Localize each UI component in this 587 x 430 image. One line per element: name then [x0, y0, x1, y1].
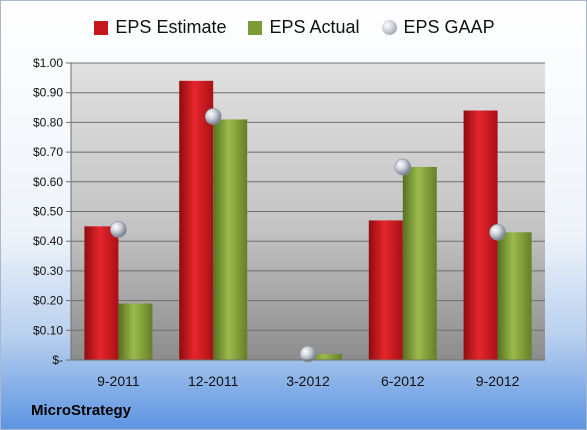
y-tick-label: $1.00	[33, 56, 63, 70]
legend-marker-gaap	[381, 20, 397, 35]
y-axis-ticks: $- $0.10 $0.20 $0.30 $0.40 $0.50 $0.60 $0.70 $0.…	[33, 56, 72, 367]
x-tick-label: 12-2011	[188, 373, 239, 389]
marker-eps-gaap	[204, 108, 222, 125]
y-tick-label: $0.20	[33, 294, 63, 308]
bar-eps-actual	[118, 303, 153, 360]
x-tick-label: 3-2012	[286, 373, 330, 389]
legend-item-actual: EPS Actual	[248, 17, 360, 38]
bar-eps-actual	[213, 119, 248, 361]
x-axis-ticks: 9-2011 12-2011 3-2012 6-2012 9-2012	[71, 359, 545, 389]
legend-item-gaap: EPS GAAP	[381, 17, 495, 38]
x-tick-label: 9-2012	[476, 373, 520, 389]
legend-swatch-estimate	[94, 20, 109, 35]
bar-eps-estimate	[368, 220, 403, 360]
x-tick-label: 6-2012	[381, 373, 425, 389]
y-tick-label: $0.60	[33, 175, 63, 189]
gaap-markers	[110, 108, 506, 363]
legend: EPS Estimate EPS Actual EPS GAAP	[1, 17, 586, 38]
bar-eps-actual	[308, 354, 342, 360]
y-tick-label: $0.50	[33, 205, 63, 219]
bar-eps-actual	[497, 232, 532, 360]
y-tick-label: $0.80	[33, 115, 63, 129]
y-tick-label: $0.70	[33, 145, 63, 159]
bar-eps-actual	[402, 166, 437, 360]
bars	[84, 80, 532, 361]
y-tick-label: $0.30	[33, 264, 63, 278]
marker-eps-gaap	[110, 221, 127, 238]
y-tick-label: $0.40	[33, 234, 63, 248]
legend-swatch-actual	[248, 20, 263, 35]
marker-eps-gaap	[394, 158, 412, 176]
marker-eps-gaap	[489, 223, 506, 241]
y-tick-label: $0.90	[33, 86, 63, 100]
legend-label-estimate: EPS Estimate	[115, 17, 227, 37]
marker-eps-gaap	[299, 345, 317, 363]
company-name: MicroStrategy	[31, 402, 132, 419]
bar-eps-estimate	[179, 80, 214, 360]
x-tick-label: 9-2011	[97, 373, 140, 389]
y-tick-label: $0.10	[33, 323, 63, 337]
legend-label-gaap: EPS GAAP	[403, 17, 495, 37]
y-tick-label: $-	[52, 353, 63, 367]
legend-item-estimate: EPS Estimate	[94, 17, 226, 38]
legend-label-actual: EPS Actual	[269, 17, 360, 37]
bar-eps-estimate	[84, 226, 119, 360]
